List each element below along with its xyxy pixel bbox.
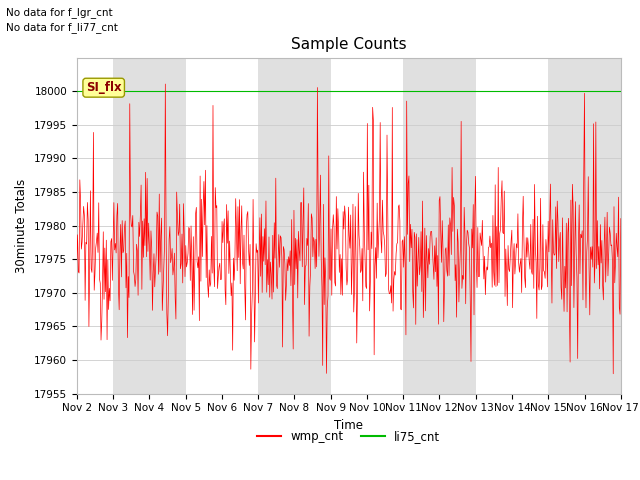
Text: No data for f_li77_cnt: No data for f_li77_cnt [6, 22, 118, 33]
X-axis label: Time: Time [334, 419, 364, 432]
Bar [403, 58, 476, 394]
Text: SI_flx: SI_flx [86, 81, 122, 94]
Y-axis label: 30minute Totals: 30minute Totals [15, 179, 28, 273]
Title: Sample Counts: Sample Counts [291, 37, 406, 52]
Bar [258, 58, 331, 394]
Bar [548, 58, 621, 394]
Legend: wmp_cnt, li75_cnt: wmp_cnt, li75_cnt [253, 426, 445, 448]
Bar [113, 58, 186, 394]
Text: No data for f_lgr_cnt: No data for f_lgr_cnt [6, 7, 113, 18]
